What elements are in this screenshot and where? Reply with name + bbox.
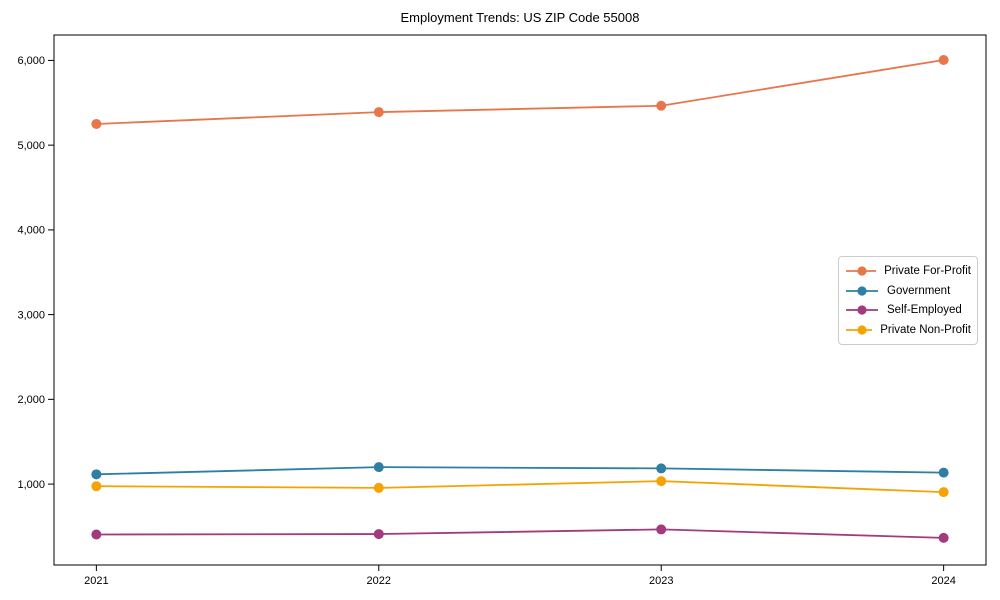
legend-label: Government (887, 284, 951, 297)
data-point-marker (656, 524, 667, 535)
legend: Private For-Profit Government Self-Employe… (838, 256, 978, 345)
data-point-marker (91, 469, 102, 480)
y-tick-label: 5,000 (17, 140, 45, 152)
legend-item: Self-Employed (845, 301, 971, 321)
data-point-marker (91, 118, 102, 129)
legend-label: Private Non-Profit (880, 324, 971, 337)
data-point-marker (656, 100, 667, 111)
data-point-marker (938, 467, 949, 478)
legend-label: Self-Employed (887, 304, 962, 317)
y-tick-label: 6,000 (17, 55, 45, 67)
data-point-marker (373, 529, 384, 540)
legend-item: Private For-Profit (845, 261, 971, 281)
y-tick-label: 2,000 (17, 394, 45, 406)
series-line (96, 466, 944, 476)
x-tick-label: 2023 (649, 575, 673, 587)
legend-marker-icon (846, 305, 878, 315)
data-point-marker (373, 482, 384, 493)
data-point-marker (938, 532, 949, 543)
data-point-marker (656, 476, 667, 487)
legend-label: Private For-Profit (884, 264, 971, 277)
x-tick-label: 2021 (84, 575, 108, 587)
legend-item: Private Non-Profit (845, 320, 971, 340)
data-point-marker (373, 107, 384, 118)
axis-frame (53, 34, 987, 566)
x-tick-label: 2022 (367, 575, 391, 587)
series-line (96, 59, 944, 125)
y-tick-label: 3,000 (17, 309, 45, 321)
data-point-marker (91, 481, 102, 492)
x-tick-label: 2024 (931, 575, 955, 587)
data-point-marker (373, 462, 384, 473)
data-point-marker (656, 463, 667, 474)
legend-item: Government (845, 281, 971, 301)
legend-marker-icon (846, 286, 878, 296)
series-line (96, 480, 944, 494)
y-tick-label: 4,000 (17, 225, 45, 237)
chart-title: Employment Trends: US ZIP Code 55008 (401, 10, 640, 25)
data-point-marker (938, 54, 949, 65)
series-line (96, 528, 944, 539)
y-tick-label: 1,000 (17, 479, 45, 491)
legend-marker-icon (846, 266, 877, 276)
data-point-marker (91, 529, 102, 540)
legend-marker-icon (846, 325, 873, 335)
data-point-marker (938, 487, 949, 498)
